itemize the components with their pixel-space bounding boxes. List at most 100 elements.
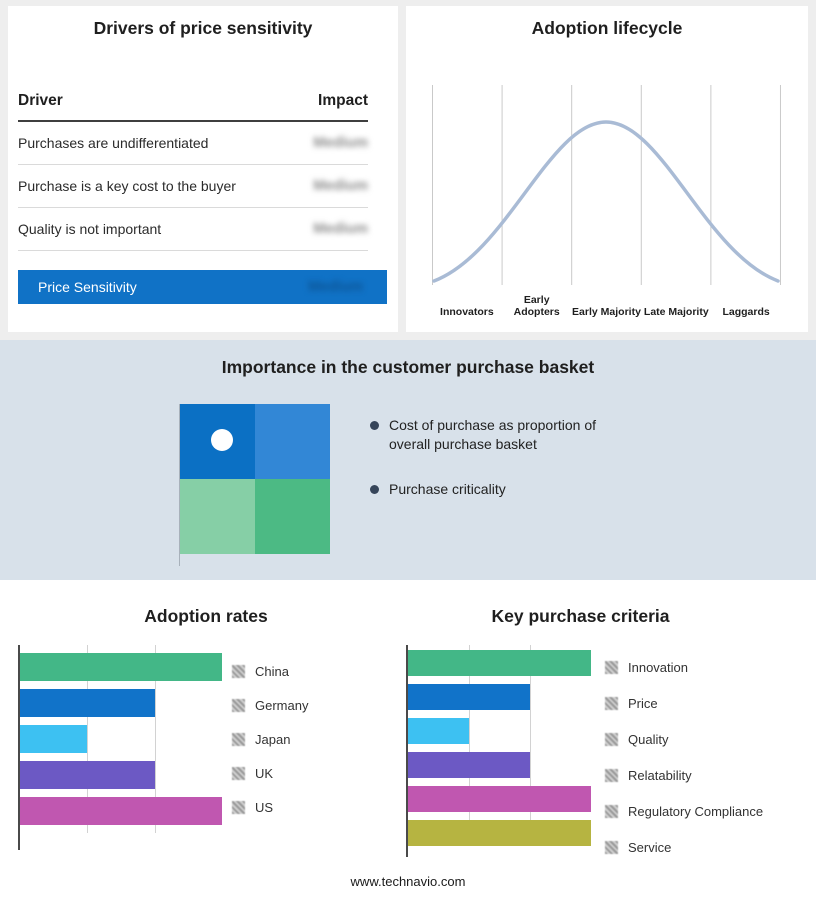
bar-japan <box>20 725 88 753</box>
gridline <box>87 645 89 833</box>
table-row: Purchases are undifferentiated Medium <box>18 122 368 165</box>
stage-label: Early Majority <box>572 288 642 318</box>
legend-label: UK <box>255 766 274 781</box>
stage-label: Innovators <box>432 288 502 318</box>
lifecycle-stage-labels: Innovators Early Adopters Early Majority… <box>432 288 781 318</box>
gridline <box>154 645 156 833</box>
bullet-dot-icon <box>370 484 379 494</box>
driver-text: Purchases are undifferentiated <box>18 135 209 151</box>
impact-value: Medium <box>313 221 368 237</box>
stage-label-text: Early Majority <box>572 305 641 318</box>
legend-label: Germany <box>255 698 309 713</box>
quadrant-top-right <box>255 404 330 479</box>
legend-swatch-icon <box>605 661 618 674</box>
stage-label-text: Late Majority <box>643 305 709 318</box>
legend-swatch-icon <box>232 767 245 780</box>
legend-item: Innovation <box>605 660 763 675</box>
impact-value: Medium <box>313 135 368 151</box>
quadrant-top-left <box>180 404 255 479</box>
legend-swatch-icon <box>232 733 245 746</box>
bullet-item: Purchase criticality <box>370 480 629 499</box>
stage-label: Late Majority <box>641 288 711 318</box>
stage-label: Early Adopters <box>502 288 572 318</box>
legend-swatch-icon <box>232 801 245 814</box>
lifecycle-chart <box>432 85 781 285</box>
column-impact: Impact <box>318 92 368 109</box>
legend-item: Quality <box>605 732 763 747</box>
legend-item: US <box>232 800 308 815</box>
price-sensitivity-bar: Price Sensitivity Medium <box>18 270 387 304</box>
impact-value: Medium <box>313 178 368 194</box>
bar-price <box>408 684 530 710</box>
price-sensitivity-value: Medium <box>308 279 363 295</box>
basket-bullet-list: Cost of purchase as proportion of overal… <box>370 416 629 525</box>
basket-title: Importance in the customer purchase bask… <box>221 357 595 377</box>
stage-label: Laggards <box>711 288 781 318</box>
driver-text: Purchase is a key cost to the buyer <box>18 178 236 194</box>
bar-us <box>20 797 222 825</box>
adoption-rates-legend: China Germany Japan UK US <box>232 664 308 834</box>
gridline <box>530 645 531 846</box>
legend-swatch-icon <box>605 841 618 854</box>
footer-url: www.technavio.com <box>350 874 466 889</box>
key-purchase-criteria-legend: Innovation Price Quality Relatability Re… <box>605 660 763 876</box>
bell-curve <box>432 120 780 283</box>
legend-label: US <box>255 800 274 815</box>
legend-swatch-icon <box>232 699 245 712</box>
legend-label: Regulatory Compliance <box>628 804 764 819</box>
quadrant-grid <box>180 404 330 554</box>
bar-germany <box>20 689 155 717</box>
legend-item: Price <box>605 696 763 711</box>
legend-swatch-icon <box>605 733 618 746</box>
drivers-title: Drivers of price sensitivity <box>93 18 313 38</box>
quadrant-axis-line <box>179 404 180 566</box>
legend-item: China <box>232 664 308 679</box>
price-sensitivity-label: Price Sensitivity <box>38 279 137 295</box>
bottom-section: Adoption rates China Germany Japan UK US… <box>0 580 816 902</box>
legend-item: Japan <box>232 732 308 747</box>
legend-swatch-icon <box>605 805 618 818</box>
bar-uk <box>20 761 155 789</box>
bar-relatability <box>408 752 530 778</box>
legend-item: UK <box>232 766 308 781</box>
legend-swatch-icon <box>605 769 618 782</box>
legend-label: China <box>255 664 289 679</box>
bar-service <box>408 820 591 846</box>
bar-china <box>20 653 222 681</box>
legend-label: Innovation <box>628 660 688 675</box>
quadrant-bottom-right <box>255 479 330 554</box>
bullet-dot-icon <box>370 421 379 430</box>
stage-label-text: Early Adopters <box>513 293 560 318</box>
quadrant-bottom-left <box>180 479 255 554</box>
bullet-text: Cost of purchase as proportion of overal… <box>389 417 597 452</box>
gridline <box>468 645 470 846</box>
adoption-rates-plot <box>18 645 222 850</box>
drivers-table-header: Driver Impact <box>18 92 368 122</box>
bar-innovation <box>408 650 591 676</box>
legend-label: Quality <box>628 732 669 747</box>
lifecycle-panel: Adoption lifecycle Innovators Early Adop… <box>406 6 808 332</box>
legend-label: Relatability <box>628 768 692 783</box>
drivers-panel: Drivers of price sensitivity Driver Impa… <box>8 6 398 332</box>
table-row: Quality is not important Medium <box>18 208 368 251</box>
bullet-text: Purchase criticality <box>389 480 506 497</box>
table-row: Purchase is a key cost to the buyer Medi… <box>18 165 368 208</box>
stage-label-text: Laggards <box>722 305 770 318</box>
legend-swatch-icon <box>232 665 245 678</box>
legend-item: Germany <box>232 698 308 713</box>
legend-item: Regulatory Compliance <box>605 804 763 819</box>
bullet-item: Cost of purchase as proportion of overal… <box>370 416 629 454</box>
driver-text: Quality is not important <box>18 221 162 237</box>
legend-label: Service <box>628 840 672 855</box>
legend-item: Service <box>605 840 763 855</box>
top-section: Drivers of price sensitivity Driver Impa… <box>0 0 816 340</box>
position-marker-dot <box>211 429 233 451</box>
basket-section: Importance in the customer purchase bask… <box>0 340 816 580</box>
bar-quality <box>408 718 469 744</box>
key-purchase-criteria-plot <box>406 645 591 857</box>
adoption-rates-title: Adoption rates <box>144 606 268 626</box>
column-driver: Driver <box>18 92 63 109</box>
legend-label: Price <box>628 696 658 711</box>
legend-item: Relatability <box>605 768 763 783</box>
